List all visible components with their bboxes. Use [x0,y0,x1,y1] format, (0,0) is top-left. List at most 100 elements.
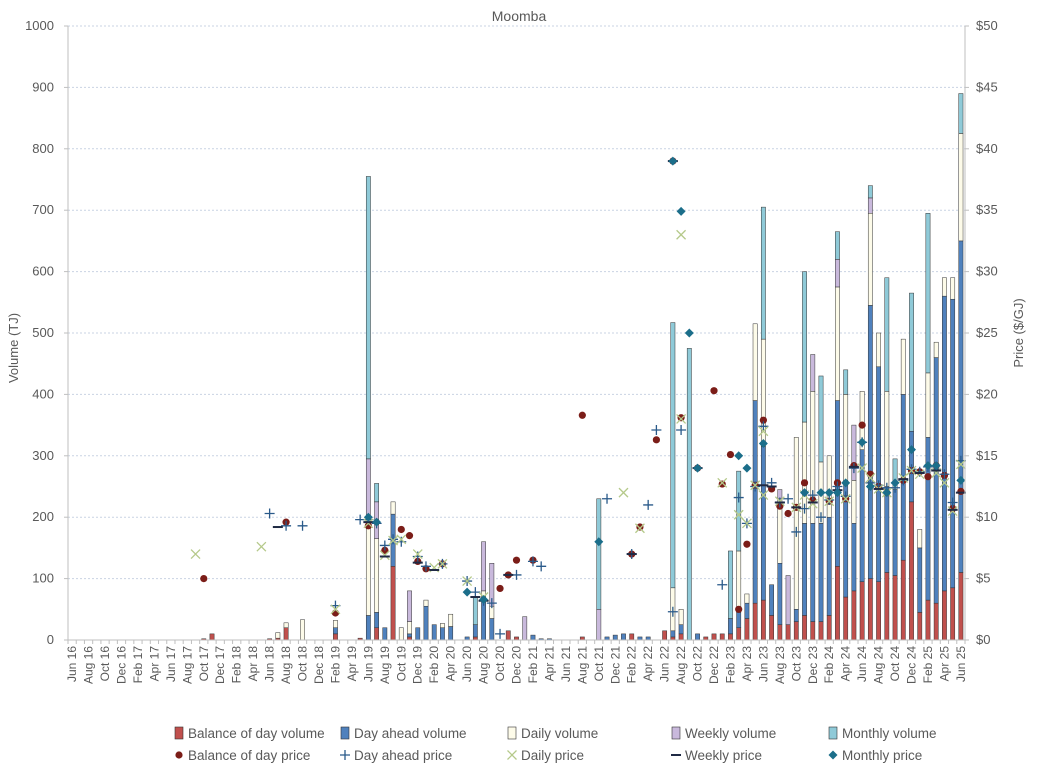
legend-label: Monthly price [842,748,922,763]
legend-item: Weekly volume [671,726,776,741]
bar-balance-of-day-volume [925,599,931,641]
bar-monthly-volume [596,498,602,610]
bar-balance-of-day-volume [917,612,923,641]
bar-weekly-volume [596,609,602,641]
x-tick-label: Oct 24 [888,646,902,682]
y2-tick-label: $40 [976,141,998,156]
marker-monthly-price [479,594,489,604]
legend-label: Balance of day price [188,748,310,763]
bar-monthly-volume [909,292,914,432]
bar-monthly-volume [365,176,371,460]
bar-daily-volume [917,529,923,549]
x-tick-label: Dec 17 [213,646,227,684]
bar-balance-of-day-volume [728,633,733,641]
x-tick-label: Dec 20 [510,646,524,684]
bar-day-ahead-volume [769,584,774,616]
y-axis-label: Volume (TJ) [6,313,21,383]
bar-balance-of-day-volume [662,630,668,641]
x-tick-label: Dec 23 [806,646,820,684]
bar-daily-volume [752,323,758,401]
marker-balance-of-day-price [866,470,874,478]
marker-monthly-price [684,328,694,338]
bar-day-ahead-volume [472,624,478,638]
bar-monthly-volume [760,206,766,340]
marker-balance-of-day-price [726,450,735,459]
axes-layer: 0 100 200 300 400 500 600 700 800 900 1000 $0 $5 $10 $… [25,18,998,684]
x-tick-label: Apr 17 [147,646,161,682]
marker-balance-of-day-price [652,436,660,444]
bar-day-ahead-volume [802,523,807,616]
bar-monthly-volume [670,322,676,589]
legend: Balance of day volume Day ahead volume Dai… [174,726,937,763]
bar-daily-volume [275,632,281,639]
x-tick-label: Apr 18 [246,646,260,682]
x-tick-label: Aug 20 [477,646,491,684]
marker-monthly-price [923,461,933,471]
chart-title: Moomba [492,8,547,24]
legend-marker [507,750,517,760]
legend-label: Daily price [521,748,584,763]
x-tick-label: Oct 19 [394,646,408,682]
bar-weekly-volume [777,489,783,500]
bar-daily-volume [942,277,947,297]
bar-daily-volume [884,391,890,487]
legend-item: Monthly price [828,748,922,763]
bar-weekly-volume [481,541,486,592]
bar-monthly-volume [958,93,964,134]
y2-axis-label: Price ($/GJ) [1011,298,1026,367]
marker-balance-of-day-price [200,575,208,583]
bar-day-ahead-volume [867,305,873,579]
marker-day-ahead-price [281,520,292,531]
marker-day-ahead-price [758,421,769,432]
x-tick-label: Oct 16 [98,646,112,682]
y2-tick-label: $30 [976,264,998,279]
bar-daily-volume [835,286,840,401]
marker-monthly-price [363,512,373,522]
bar-daily-volume [826,455,832,518]
bar-balance-of-day-volume [933,602,939,641]
bar-daily-volume [933,341,939,358]
legend-item: Day ahead volume [340,726,467,741]
bar-daily-volume [876,332,881,368]
legend-item: Balance of day price [175,748,310,763]
marker-monthly-price [931,461,941,471]
marker-day-ahead-price [791,526,802,537]
bar-day-ahead-volume [777,563,783,625]
bar-day-ahead-volume [826,516,832,616]
bar-balance-of-day-volume [859,581,865,641]
marker-daily-price [676,229,687,240]
legend-label: Monthly volume [842,726,937,741]
bar-balance-of-day-volume [769,615,774,641]
marker-monthly-price [676,206,686,216]
marker-day-ahead-price [939,469,950,480]
marker-balance-of-day-price [578,411,586,419]
x-tick-label: Feb 20 [427,646,441,684]
bar-daily-volume [300,619,305,641]
legend-label: Day ahead volume [354,726,467,741]
marker-day-ahead-price [379,540,390,551]
legend-label: Daily volume [521,726,598,741]
y2-tick-label: $50 [976,18,998,33]
x-tick-label: Aug 17 [180,646,194,684]
legend-swatch [507,726,517,740]
bar-day-ahead-volume [876,366,881,582]
x-tick-label: Apr 20 [444,646,458,682]
marker-balance-of-day-price [364,522,372,530]
bar-daily-volume [423,599,429,607]
bar-balance-of-day-volume [958,572,964,641]
marker-daily-price [824,496,835,507]
bar-balance-of-day-volume [793,621,799,641]
marker-daily-price [857,463,868,474]
legend-swatch [174,726,184,740]
marker-daily-price [618,487,629,498]
marker-daily-price [330,604,341,615]
marker-daily-price [750,480,761,491]
bar-day-ahead-volume [933,357,939,604]
bar-daily-volume [736,550,742,613]
marker-daily-price [437,558,448,569]
y-tick-label: 400 [32,386,54,401]
x-tick-label: Apr 21 [542,646,556,682]
bar-daily-volume [958,133,964,242]
x-tick-label: Jun 24 [855,646,869,682]
x-tick-label: Feb 25 [921,646,935,684]
